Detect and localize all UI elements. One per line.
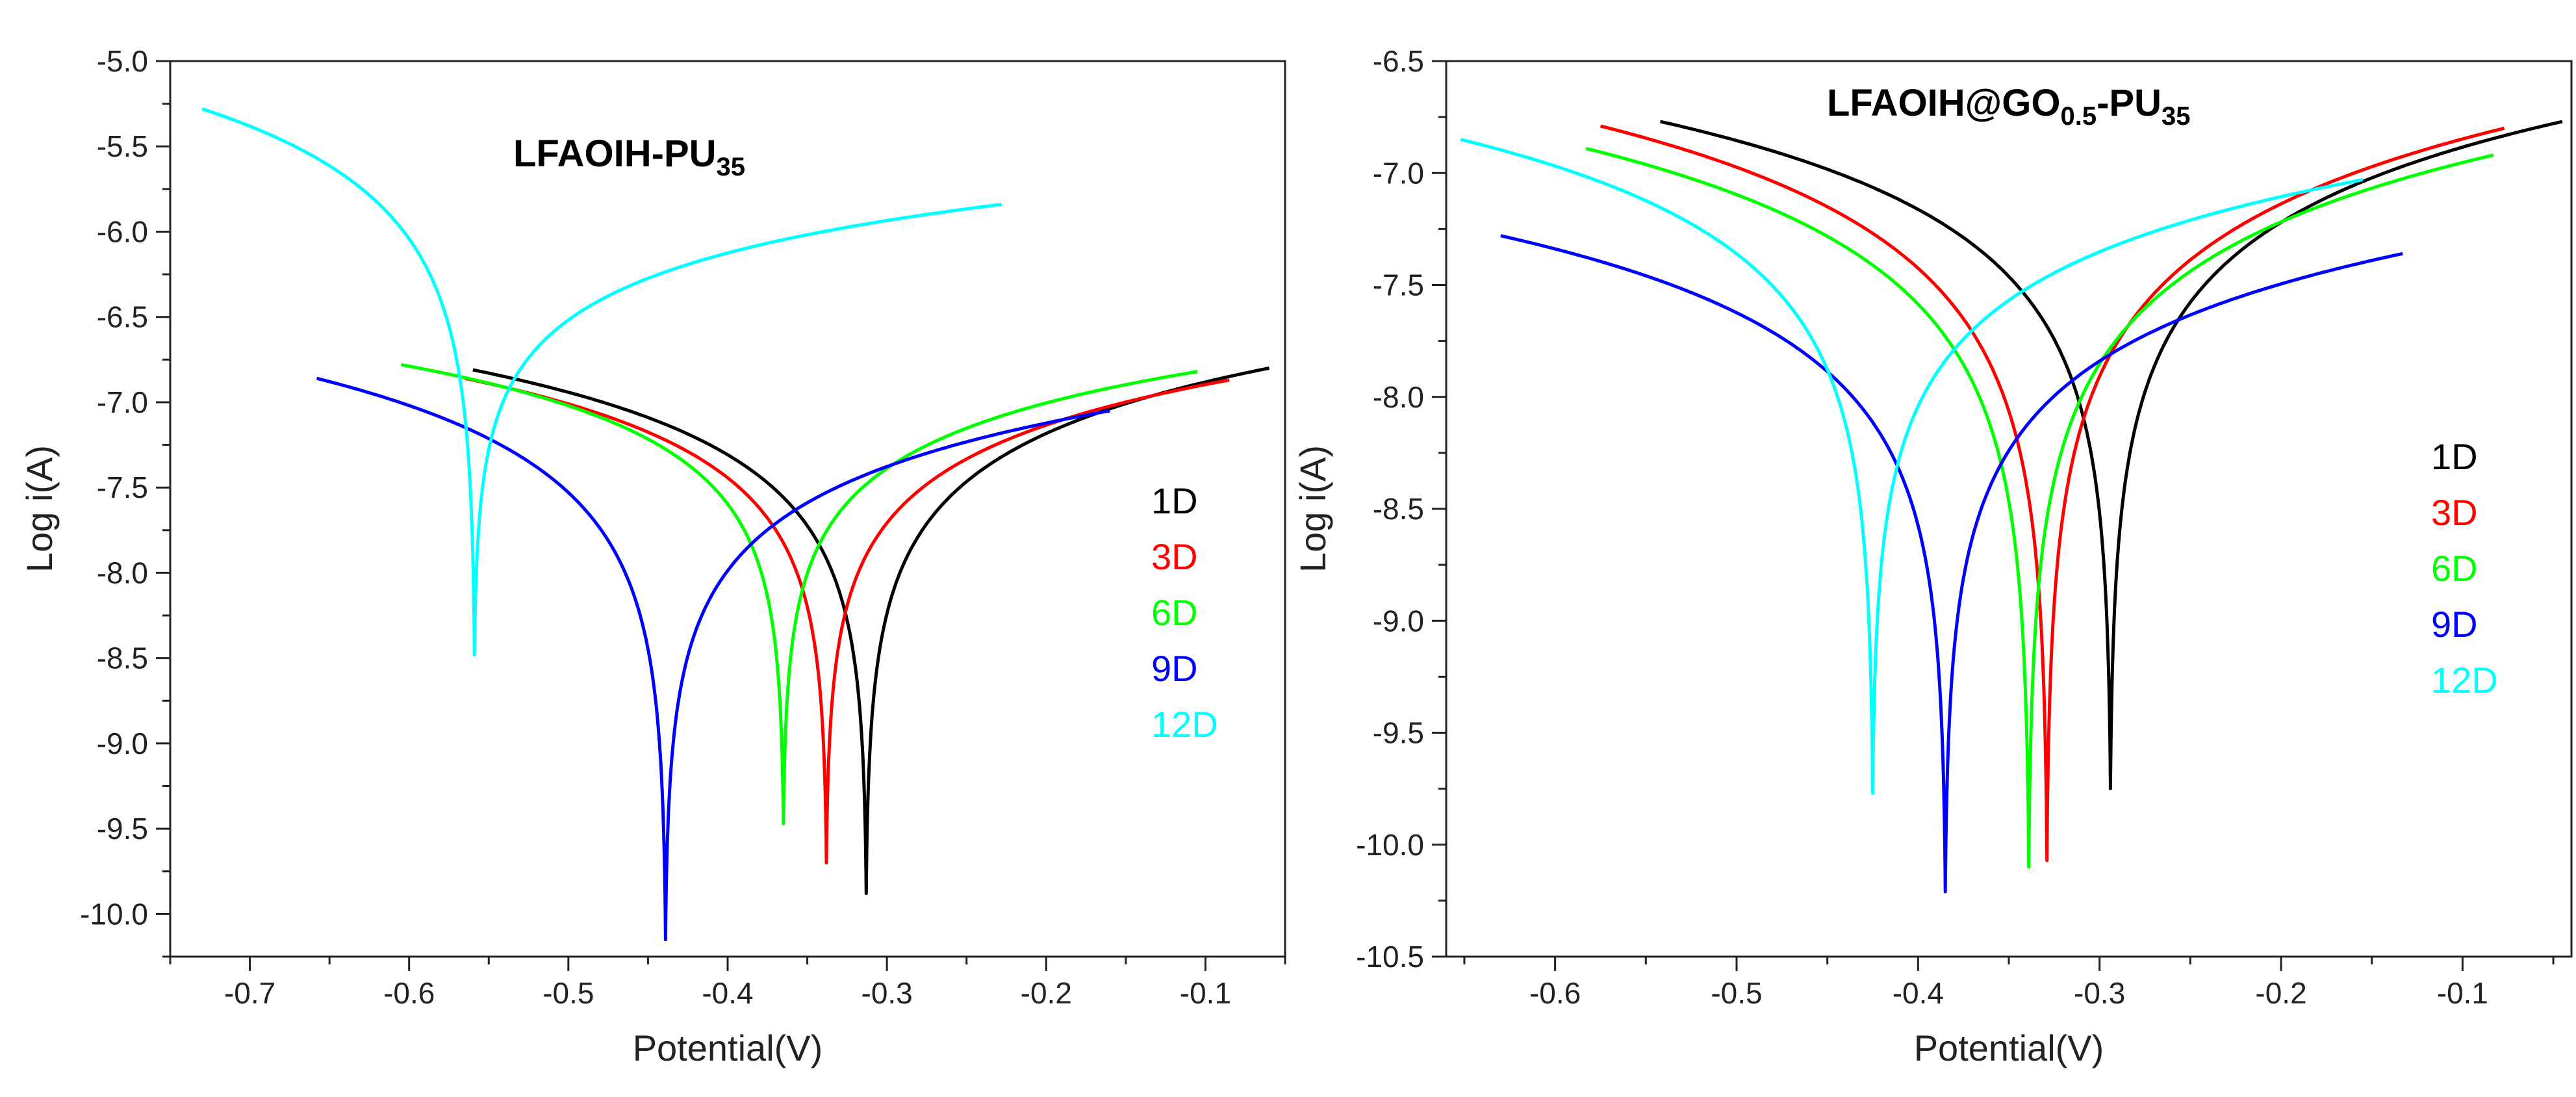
y-tick-label: -10.0 bbox=[1356, 828, 1424, 862]
chart-left: -0.7 -0.6 -0.5 -0.4 -0.3 -0.2 -0.1 -5.0 -5.5 -6.0… bbox=[19, 44, 1286, 1068]
series-line-12d bbox=[1460, 138, 2364, 795]
x-tick-label: -0.5 bbox=[1711, 976, 1762, 1010]
y-axis-label: Log i(A) bbox=[1292, 445, 1333, 573]
x-tick-label: -0.3 bbox=[2074, 976, 2125, 1010]
y-tick-label: -9.0 bbox=[1373, 604, 1424, 638]
series-line-9d bbox=[316, 376, 1110, 942]
y-tick-label: -6.0 bbox=[97, 214, 148, 248]
y-tick-label: -9.5 bbox=[1373, 716, 1424, 750]
y-tick-label: -7.0 bbox=[97, 385, 148, 419]
y-tick-label: -7.5 bbox=[1373, 268, 1424, 302]
plot-frame bbox=[169, 60, 1286, 958]
y-tick-label: -7.5 bbox=[97, 471, 148, 504]
legend-entry-3d: 3D bbox=[1151, 536, 1198, 577]
x-tick-label: -0.1 bbox=[2437, 976, 2488, 1010]
legend-entry-6d: 6D bbox=[1151, 592, 1198, 633]
y-tick-label: -9.0 bbox=[97, 727, 148, 760]
legend-entry-9d: 9D bbox=[2431, 604, 2478, 645]
series-line-3d bbox=[1600, 124, 2505, 862]
y-tick-label: -9.5 bbox=[97, 812, 148, 845]
legend-entry-9d: 9D bbox=[1151, 648, 1198, 689]
series-line-1d bbox=[472, 367, 1269, 896]
x-tick-label: -0.6 bbox=[1529, 976, 1581, 1010]
y-tick-label: -8.0 bbox=[1373, 380, 1424, 414]
y-tick-label: -5.5 bbox=[97, 129, 148, 163]
series-line-1d bbox=[1660, 120, 2563, 791]
series-line-9d bbox=[1500, 234, 2403, 894]
chart-title: LFAOIH@GO0.5-PU35 bbox=[1827, 82, 2190, 131]
series-line-12d bbox=[201, 107, 1002, 656]
y-tick-label: -7.0 bbox=[1373, 156, 1424, 190]
chart-title-main: LFAOIH-PU bbox=[513, 133, 717, 175]
series-line-6d bbox=[1585, 146, 2494, 869]
y-tick-label: -10.5 bbox=[1356, 940, 1424, 974]
y-tick-label: -8.0 bbox=[97, 556, 148, 589]
legend: 1D 3D 6D 9D 12D bbox=[1151, 480, 1218, 745]
chart-title-subscript-1: 0.5 bbox=[2060, 102, 2097, 131]
chart-title: LFAOIH-PU35 bbox=[513, 133, 745, 181]
legend: 1D 3D 6D 9D 12D bbox=[2431, 436, 2498, 701]
x-tick-label: -0.4 bbox=[702, 976, 753, 1010]
x-tick-label: -0.1 bbox=[1180, 976, 1231, 1010]
y-tick-label: -6.5 bbox=[1373, 44, 1424, 78]
x-tick-label: -0.5 bbox=[542, 976, 594, 1010]
x-tick-label: -0.7 bbox=[224, 976, 275, 1010]
legend-entry-6d: 6D bbox=[2431, 548, 2478, 589]
y-tick-label: -5.0 bbox=[97, 44, 148, 78]
legend-entry-1d: 1D bbox=[2431, 436, 2478, 477]
y-tick-label: -10.0 bbox=[80, 897, 148, 931]
x-axis-label: Potential(V) bbox=[633, 1027, 823, 1068]
legend-entry-3d: 3D bbox=[2431, 492, 2478, 533]
series-line-6d bbox=[401, 363, 1198, 825]
legend-entry-12d: 12D bbox=[2431, 660, 2498, 701]
chart-title-main: LFAOIH@GO bbox=[1827, 82, 2060, 124]
chart-right: -0.6 -0.5 -0.4 -0.3 -0.2 -0.1 -6.5 -7.0 -7.5 -8.0… bbox=[1292, 44, 2573, 1068]
y-tick-label: -6.5 bbox=[97, 300, 148, 334]
x-axis-label: Potential(V) bbox=[1914, 1027, 2104, 1068]
chart-title-subscript-2: 35 bbox=[2162, 102, 2191, 131]
y-tick-label: -8.5 bbox=[97, 641, 148, 675]
legend-entry-1d: 1D bbox=[1151, 480, 1198, 521]
chart-title-middle: -PU bbox=[2097, 82, 2162, 124]
series-line-3d bbox=[464, 376, 1230, 865]
x-tick-label: -0.2 bbox=[2255, 976, 2306, 1010]
chart-title-subscript: 35 bbox=[717, 153, 746, 181]
x-tick-label: -0.4 bbox=[1893, 976, 1944, 1010]
y-axis-label: Log i(A) bbox=[19, 445, 60, 573]
x-tick-label: -0.6 bbox=[383, 976, 435, 1010]
y-tick-label: -8.5 bbox=[1373, 492, 1424, 526]
x-tick-label: -0.2 bbox=[1021, 976, 1072, 1010]
x-tick-label: -0.3 bbox=[861, 976, 913, 1010]
legend-entry-12d: 12D bbox=[1151, 704, 1218, 745]
